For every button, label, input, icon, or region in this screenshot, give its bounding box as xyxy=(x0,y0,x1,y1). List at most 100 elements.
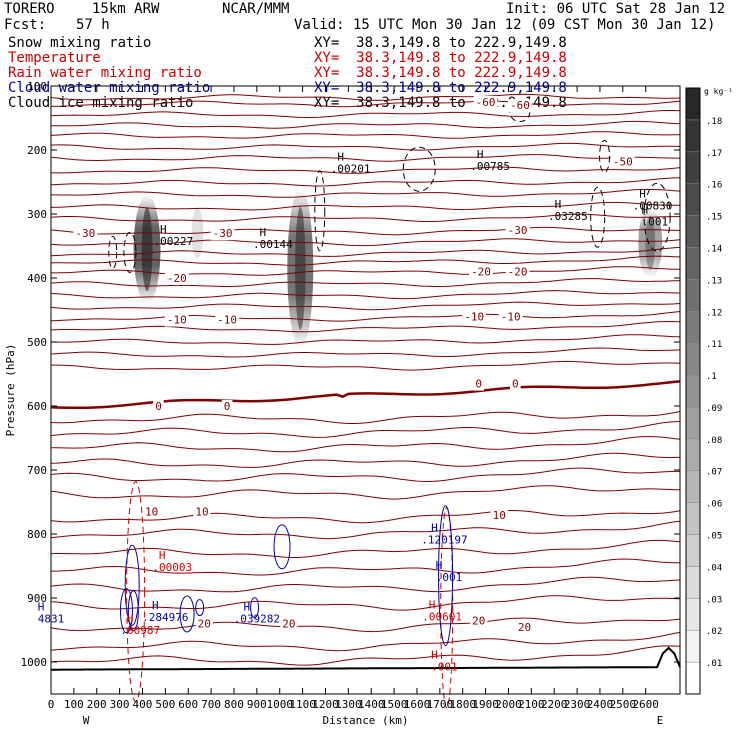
isotherm-label: 20 xyxy=(472,614,485,627)
x-tick-label: 600 xyxy=(178,698,198,711)
cloud-ice-max-value: .001 xyxy=(642,216,669,229)
cloud-ice-contour xyxy=(643,182,671,252)
field-cloudwater-xy: XY= 38.3,149.8 to 222.9,149.8 xyxy=(314,80,567,96)
colorbar-swatch xyxy=(685,151,701,184)
x-axis-left-end: W xyxy=(83,714,90,727)
isotherm-line xyxy=(50,420,681,438)
isotherm-label: 0 xyxy=(155,400,162,413)
isotherm-line xyxy=(50,467,680,483)
colorbar-swatch xyxy=(685,470,701,503)
x-tick-label: 1800 xyxy=(449,698,476,711)
isotherm-label: 0 xyxy=(475,378,482,391)
isotherm-line xyxy=(50,510,681,524)
isotherm-line xyxy=(50,255,681,266)
isotherm-line xyxy=(50,213,680,222)
field-temperature-name: Temperature xyxy=(8,50,101,66)
field-temperature-xy: XY= 38.3,149.8 to 222.9,149.8 xyxy=(314,50,567,66)
colorbar-label: .08 xyxy=(706,436,722,446)
isotherm-line xyxy=(50,238,681,247)
isotherm-line xyxy=(50,347,681,358)
isotherm-line xyxy=(50,301,681,311)
y-tick-label: 500 xyxy=(27,336,47,349)
x-tick-label: 400 xyxy=(133,698,153,711)
cloud-water-max-marker: H xyxy=(244,600,251,613)
isotherm-zero xyxy=(50,380,681,410)
isotherm-label-bg xyxy=(195,617,213,631)
isotherm-line xyxy=(50,131,681,139)
isotherm-line xyxy=(50,645,681,666)
colorbar-swatch xyxy=(685,311,701,344)
y-tick-label: 700 xyxy=(27,464,47,477)
isotherm-line xyxy=(50,246,681,257)
isotherm-label-bg xyxy=(164,272,189,285)
isotherm-label-bg xyxy=(498,310,523,324)
isotherm-line xyxy=(50,320,681,333)
field-rain-xy: XY= 38.3,149.8 to 222.9,149.8 xyxy=(314,65,567,81)
cloud-water-max-marker: H xyxy=(152,599,159,612)
colorbar-label: .05 xyxy=(706,532,722,542)
cloud-ice-contour xyxy=(108,235,118,269)
cloud-ice-max-value: .00785 xyxy=(470,160,510,173)
colorbar-label: .01 xyxy=(706,659,722,669)
x-tick-label: 2200 xyxy=(541,698,568,711)
x-tick-label: 1000 xyxy=(266,698,293,711)
x-tick-label: 2300 xyxy=(564,698,591,711)
isotherm-line xyxy=(50,520,681,540)
isotherm-label: -30 xyxy=(213,227,233,240)
isotherm-line xyxy=(50,452,681,468)
colorbar-swatch xyxy=(685,374,701,408)
isotherm-line xyxy=(50,290,681,300)
isotherm-line xyxy=(50,595,681,611)
isotherm-label: 20 xyxy=(198,618,211,631)
cloud-water-contour xyxy=(250,597,260,619)
isotherm-label: -20 xyxy=(167,272,187,285)
y-tick-label: 300 xyxy=(27,208,47,221)
x-tick-label: 2500 xyxy=(610,698,637,711)
isotherm-line xyxy=(50,93,681,101)
x-tick-label: 1400 xyxy=(358,698,385,711)
isotherm-label: 20 xyxy=(518,621,531,634)
isotherm-line xyxy=(50,617,681,633)
isotherm-label: -20 xyxy=(471,266,491,279)
isotherm-label-bg xyxy=(462,310,487,324)
isotherm-line xyxy=(50,166,681,174)
rain-water-max-value: .00003 xyxy=(152,561,192,574)
x-tick-label: 1500 xyxy=(381,698,408,711)
colorbar-label: .04 xyxy=(706,563,722,573)
y-tick-label: 800 xyxy=(27,528,47,541)
x-tick-label: 1600 xyxy=(404,698,431,711)
colorbar-label: .15 xyxy=(706,213,722,223)
x-tick-label: 2100 xyxy=(518,698,545,711)
colorbar-label: .06 xyxy=(706,500,722,510)
colorbar-swatch xyxy=(685,502,701,535)
isotherm-line xyxy=(50,334,681,345)
isotherm-line xyxy=(50,226,681,236)
cloud-ice-max-value: .00830 xyxy=(633,200,673,213)
colorbar-unit: g kg⁻¹ xyxy=(704,87,733,96)
cloud-water-contour xyxy=(438,505,454,647)
isotherm-line xyxy=(50,100,681,108)
x-tick-label: 0 xyxy=(48,698,55,711)
institution: NCAR/MMM xyxy=(222,1,290,17)
isotherm-label: 10 xyxy=(493,509,506,522)
isotherm-label: -10 xyxy=(167,314,187,327)
colorbar-label: .09 xyxy=(706,404,722,414)
rain-water-max-value: .001 xyxy=(431,660,458,673)
isotherm-label-bg xyxy=(280,617,298,631)
isotherm-label: -30 xyxy=(508,224,528,237)
x-tick-label: 300 xyxy=(110,698,130,711)
x-tick-label: 200 xyxy=(87,698,107,711)
colorbar-swatch xyxy=(685,406,701,440)
snow-column-core xyxy=(295,206,306,330)
isotherm-label: -10 xyxy=(501,310,521,323)
valid-time: Valid: 15 UTC Mon 30 Jan 12 (09 CST Mon … xyxy=(294,17,716,33)
cloud-water-contour xyxy=(179,595,195,633)
field-snow-xy: XY= 38.3,149.8 to 222.9,149.8 xyxy=(314,35,567,51)
cloud-ice-max-value: .00144 xyxy=(253,238,293,251)
forecast-label: Fcst: xyxy=(4,17,47,33)
cloud-water-max-value: .001 xyxy=(436,571,463,584)
snow-column-shade xyxy=(287,188,314,349)
cloud-ice-max-marker: H xyxy=(337,150,344,163)
cloud-ice-contour xyxy=(590,186,606,248)
cloud-ice-max-marker: H xyxy=(642,204,649,217)
